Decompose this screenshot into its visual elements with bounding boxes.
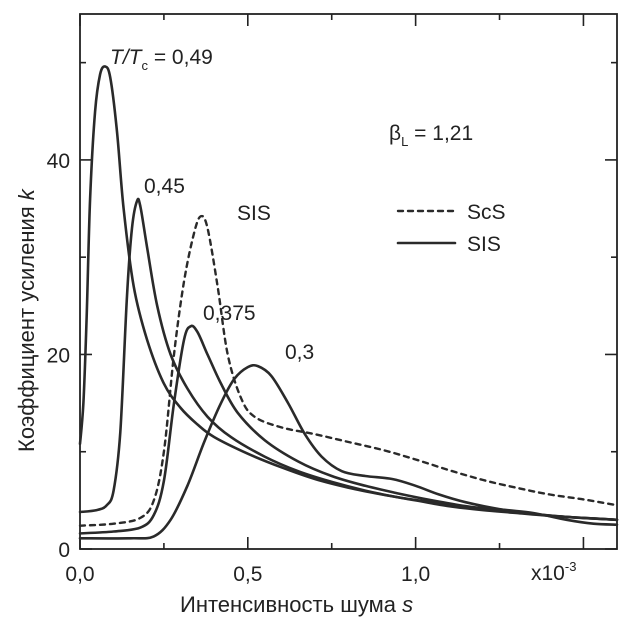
legend-label-scs: ScS (467, 201, 506, 224)
beta-label: βL = 1,21 (389, 122, 473, 149)
plot-frame (79, 13, 618, 550)
curve-t049 (78, 65, 619, 522)
label-sis-peak: SIS (237, 202, 271, 225)
legend-label-sis: SIS (467, 233, 501, 256)
y-tick-label: 40 (47, 150, 70, 173)
y-tick-label: 0 (58, 539, 70, 562)
curve-t0375 (78, 324, 619, 535)
temperature-label: T/Tc = 0,49 (110, 46, 213, 73)
legend: ScS SIS (396, 201, 506, 256)
x-tick-label: 0,5 (233, 563, 262, 586)
y-axis-title: Коэффициент усиления k (14, 188, 39, 452)
label-0375: 0,375 (203, 302, 256, 325)
axis-tick-labels: 0,0 0,5 1,0 0 20 40 (47, 150, 431, 586)
label-045: 0,45 (144, 175, 185, 198)
y-tick-label: 20 (47, 344, 70, 367)
x-axis-title: Интенсивность шума s (180, 592, 413, 617)
x-tick-label: 1,0 (401, 563, 430, 586)
x-multiplier: x10-3 (531, 559, 576, 585)
curves (78, 65, 619, 540)
x-tick-label: 0,0 (65, 563, 94, 586)
curve-scs (78, 214, 619, 527)
axis-ticks (79, 14, 617, 550)
curve-t03 (78, 363, 619, 540)
label-03: 0,3 (285, 341, 314, 364)
